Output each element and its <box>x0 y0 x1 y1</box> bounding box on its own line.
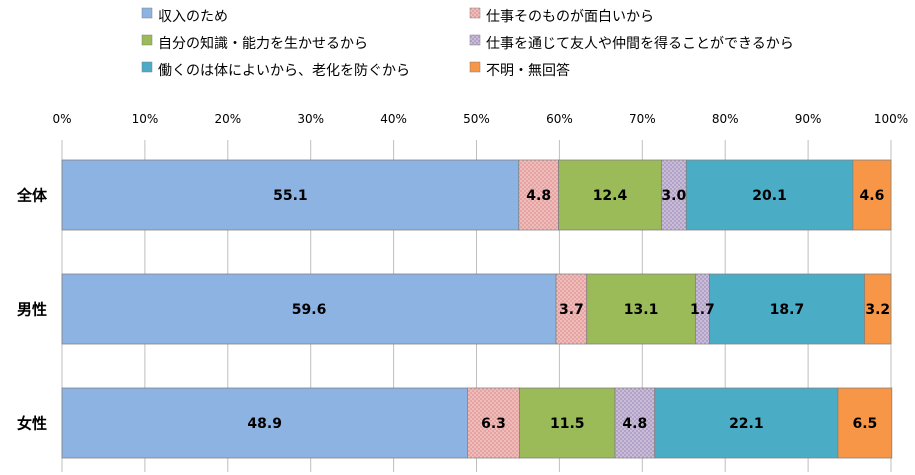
x-axis: 0% 10% 20% 30% 40% 50% 60% 70% 80% 90% 100% <box>52 112 908 126</box>
legend-item: 働くのは体によいから、老化を防ぐから <box>141 61 410 79</box>
category-label: 男性 <box>17 301 47 319</box>
bar-segment <box>709 273 865 345</box>
legend-item: 自分の知識・能力を生かせるから <box>141 34 368 52</box>
bar-segment <box>864 273 892 345</box>
data-label: 4.6 <box>860 188 885 204</box>
data-label: 4.8 <box>526 188 551 204</box>
bar-segment <box>614 387 656 459</box>
bar-segment <box>586 273 696 345</box>
bar-segment <box>61 387 468 459</box>
legend-swatch <box>141 34 153 46</box>
x-tick-label: 100% <box>874 112 908 126</box>
data-label: 3.2 <box>865 302 890 318</box>
legend-item: 仕事そのものが面白いから <box>469 7 654 25</box>
legend-label: 仕事を通じて友人や仲間を得ることができるから <box>486 35 794 52</box>
data-label: 13.1 <box>624 302 659 318</box>
legend-item: 収入のため <box>141 7 228 25</box>
x-tick-label: 20% <box>214 112 241 126</box>
bar-segment <box>660 159 687 231</box>
data-label: 18.7 <box>770 302 805 318</box>
data-label: 48.9 <box>247 416 282 432</box>
x-tick-label: 70% <box>629 112 656 126</box>
legend-swatch <box>469 61 481 73</box>
legend-swatch <box>141 7 153 19</box>
data-label: 22.1 <box>729 416 764 432</box>
legend-item: 不明・無回答 <box>469 61 570 79</box>
x-tick-label: 90% <box>795 112 822 126</box>
legend-swatch <box>469 7 481 19</box>
legend-label: 仕事そのものが面白いから <box>486 9 654 25</box>
data-label: 12.4 <box>593 188 628 204</box>
legend-item: 仕事を通じて友人や仲間を得ることができるから <box>469 34 794 52</box>
bar-segment <box>518 159 559 231</box>
x-tick-label: 50% <box>463 112 490 126</box>
data-label: 20.1 <box>752 188 787 204</box>
data-label: 3.0 <box>661 188 686 204</box>
data-label: 3.7 <box>559 302 584 318</box>
legend-label: 不明・無回答 <box>486 62 570 79</box>
bars <box>61 159 893 459</box>
bar-segment <box>654 387 839 459</box>
bar-segment <box>837 387 893 459</box>
legend-label: 収入のため <box>158 9 228 25</box>
data-label: 59.6 <box>292 302 327 318</box>
bar-segment <box>61 273 557 345</box>
x-tick-label: 80% <box>712 112 739 126</box>
bar-segment <box>852 159 892 231</box>
x-tick-label: 30% <box>297 112 324 126</box>
x-tick-label: 0% <box>52 112 71 126</box>
data-label: 11.5 <box>550 416 585 432</box>
x-tick-label: 10% <box>132 112 159 126</box>
data-label: 55.1 <box>273 188 308 204</box>
bar-segment <box>519 387 616 459</box>
category-label: 女性 <box>17 415 47 433</box>
bar-segment <box>467 387 520 459</box>
data-labels: 55.1 4.8 12.4 3.0 20.1 4.6 59.6 3.7 13.1 1.7 18.7 3… <box>247 188 890 432</box>
legend-swatch <box>141 61 153 73</box>
data-label: 6.3 <box>481 416 506 432</box>
x-tick-label: 60% <box>546 112 573 126</box>
data-label: 6.5 <box>852 416 877 432</box>
legend-label: 自分の知識・能力を生かせるから <box>158 35 368 52</box>
data-label: 1.7 <box>690 302 715 318</box>
legend-swatch <box>469 34 481 46</box>
bar-segment <box>558 159 662 231</box>
bar-segment <box>61 159 520 231</box>
category-label: 全体 <box>16 187 48 205</box>
bar-segment <box>685 159 854 231</box>
legend-label: 働くのは体によいから、老化を防ぐから <box>158 63 410 79</box>
data-label: 4.8 <box>622 416 647 432</box>
x-tick-label: 40% <box>380 112 407 126</box>
